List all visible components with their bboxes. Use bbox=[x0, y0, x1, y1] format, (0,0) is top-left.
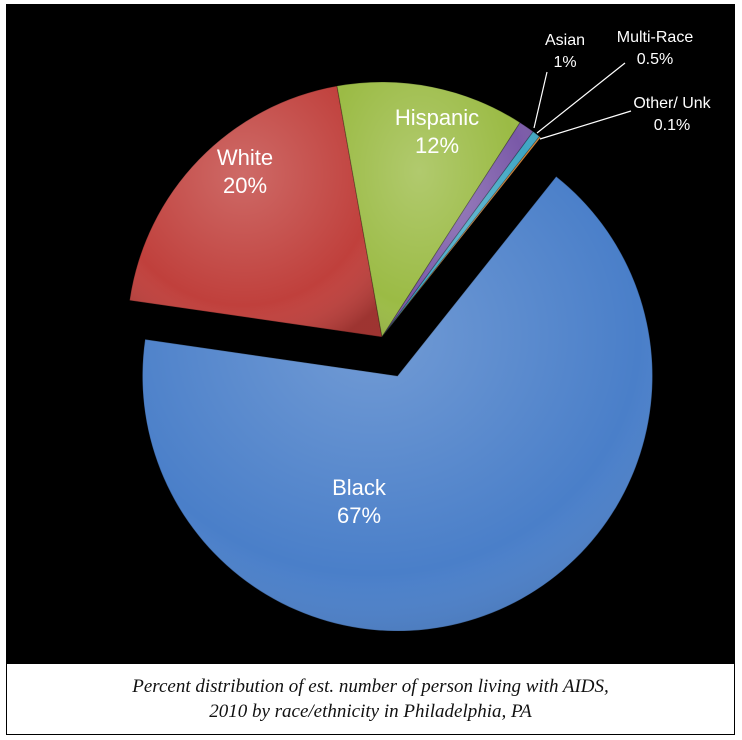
slice-label-other-unk: Other/ Unk bbox=[633, 95, 711, 112]
slice-label-asian: Asian bbox=[545, 32, 585, 49]
slice-value-black: 67% bbox=[337, 503, 381, 528]
slice-label-multi-race: Multi-Race bbox=[617, 29, 694, 46]
pie-chart: Black 67% White 20% Hispanic 12% Asian 1% Multi-… bbox=[129, 29, 712, 632]
pie-slice-white bbox=[129, 85, 383, 338]
slice-label-white: White bbox=[217, 145, 273, 170]
slice-value-white: 20% bbox=[223, 173, 267, 198]
leader-line-asian bbox=[533, 71, 548, 129]
slice-value-other-unk: 0.1% bbox=[654, 117, 690, 134]
pie-slice-multi-race bbox=[381, 130, 541, 338]
chart-caption: Percent distribution of est. number of p… bbox=[132, 676, 609, 722]
caption-box: Percent distribution of est. number of p… bbox=[7, 664, 734, 734]
slice-label-hispanic: Hispanic bbox=[395, 105, 479, 130]
slice-label-black: Black bbox=[332, 475, 387, 500]
leader-line-multi-race bbox=[536, 62, 626, 134]
figure-frame: Black 67% White 20% Hispanic 12% Asian 1% Multi-… bbox=[6, 4, 735, 735]
pie-slice-black bbox=[141, 175, 653, 632]
pie-slice-other-unk bbox=[381, 135, 542, 338]
slice-value-asian: 1% bbox=[553, 54, 576, 71]
pie-slice-asian bbox=[381, 121, 534, 338]
pie-slice-hispanic bbox=[336, 81, 521, 339]
leader-line-other-unk bbox=[539, 110, 632, 140]
slice-value-hispanic: 12% bbox=[415, 133, 459, 158]
chart-area: Black 67% White 20% Hispanic 12% Asian 1% Multi-… bbox=[7, 5, 734, 664]
slice-value-multi-race: 0.5% bbox=[637, 51, 673, 68]
